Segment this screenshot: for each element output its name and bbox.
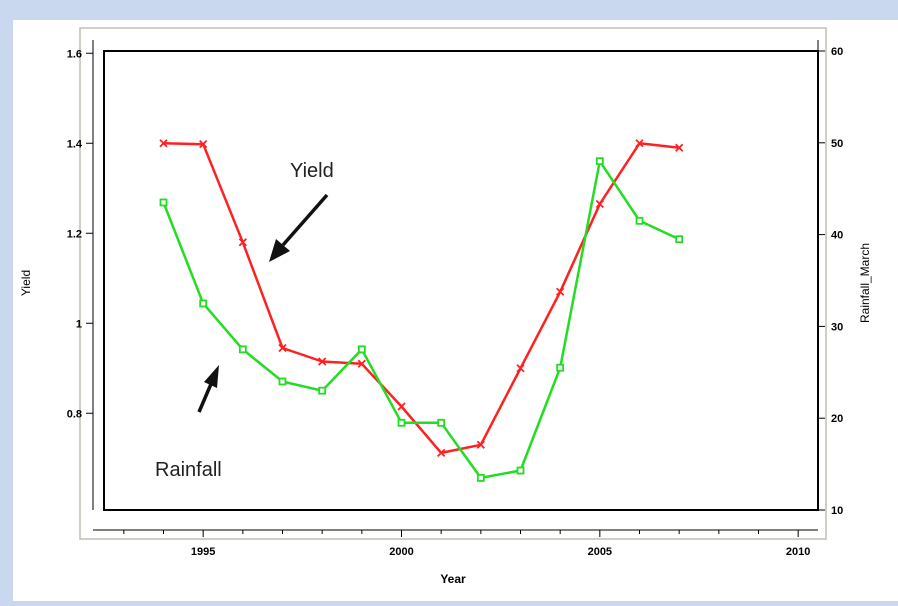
y-right-tick-label: 50 xyxy=(831,138,843,150)
yield-point xyxy=(476,440,485,449)
rainfall-point xyxy=(675,235,684,244)
chart-svg: 1995 2000 2005 2010 0.8 1 1.2 1.4 1.6 10 20 30 40 50 6… xyxy=(19,27,872,586)
rainfall-point xyxy=(635,216,644,225)
series-layer xyxy=(159,139,684,482)
yield-point xyxy=(278,343,287,353)
yield-point xyxy=(516,364,525,373)
rainfall-point xyxy=(516,466,525,475)
yield-series-line xyxy=(163,142,680,455)
yield-point xyxy=(437,448,446,457)
y-right-tick-label: 40 xyxy=(831,230,843,242)
yield-point xyxy=(675,143,684,152)
rainfall-point xyxy=(595,157,604,166)
yield-point xyxy=(397,402,406,411)
x-tick-label: 2010 xyxy=(786,546,810,558)
y-left-tick-label: 1.6 xyxy=(67,48,82,60)
plot-frame xyxy=(103,50,819,511)
x-tick-label: 1995 xyxy=(191,546,215,558)
yield-point xyxy=(556,287,565,296)
annotation-rainfall-arrow xyxy=(197,365,219,413)
yield-point xyxy=(595,199,604,209)
rainfall-point xyxy=(238,345,247,354)
x-axis-title: Year xyxy=(440,572,466,586)
x-tick-label: 2005 xyxy=(588,546,612,558)
rainfall-point xyxy=(199,299,208,308)
y-right-tick-label: 60 xyxy=(831,46,843,58)
rainfall-point xyxy=(318,386,327,395)
rainfall-series-line xyxy=(162,159,680,480)
y-left-tick-label: 0.8 xyxy=(67,408,82,420)
yield-point xyxy=(318,357,327,366)
annotation-rainfall-label: Rainfall xyxy=(155,459,222,481)
chart-outer-frame xyxy=(79,27,827,540)
y-right-tick-label: 20 xyxy=(831,413,843,425)
rainfall-point xyxy=(159,198,168,207)
annotation-yield-label: Yield xyxy=(290,160,334,182)
rainfall-point xyxy=(357,345,366,354)
rainfall-point xyxy=(556,363,565,372)
rainfall-point xyxy=(397,418,406,427)
yield-point xyxy=(635,139,644,148)
y-left-tick-label: 1.2 xyxy=(67,228,82,240)
yield-point xyxy=(159,139,168,148)
rainfall-point xyxy=(278,377,287,386)
y-axis-right-title: Rainfall_March xyxy=(858,243,872,323)
y-axis-left-title: Yield xyxy=(19,270,33,296)
x-tick-label: 2000 xyxy=(389,546,413,558)
rainfall-point xyxy=(476,473,485,482)
rainfall-point xyxy=(437,418,446,427)
yield-point xyxy=(238,238,247,247)
yield-point xyxy=(357,359,366,368)
y-right-tick-label: 30 xyxy=(831,321,843,333)
chart-figure: 1995 2000 2005 2010 0.8 1 1.2 1.4 1.6 10 20 30 40 50 6… xyxy=(13,20,898,601)
y-left-tick-label: 1.4 xyxy=(67,138,83,150)
axis-ticks: 1995 2000 2005 2010 0.8 1 1.2 1.4 1.6 10 20 30 40 50 6… xyxy=(67,46,844,558)
y-right-tick-label: 10 xyxy=(831,505,843,517)
y-left-tick-label: 1 xyxy=(76,318,82,330)
yield-point xyxy=(199,140,208,149)
annotation-yield-arrow xyxy=(269,193,329,262)
